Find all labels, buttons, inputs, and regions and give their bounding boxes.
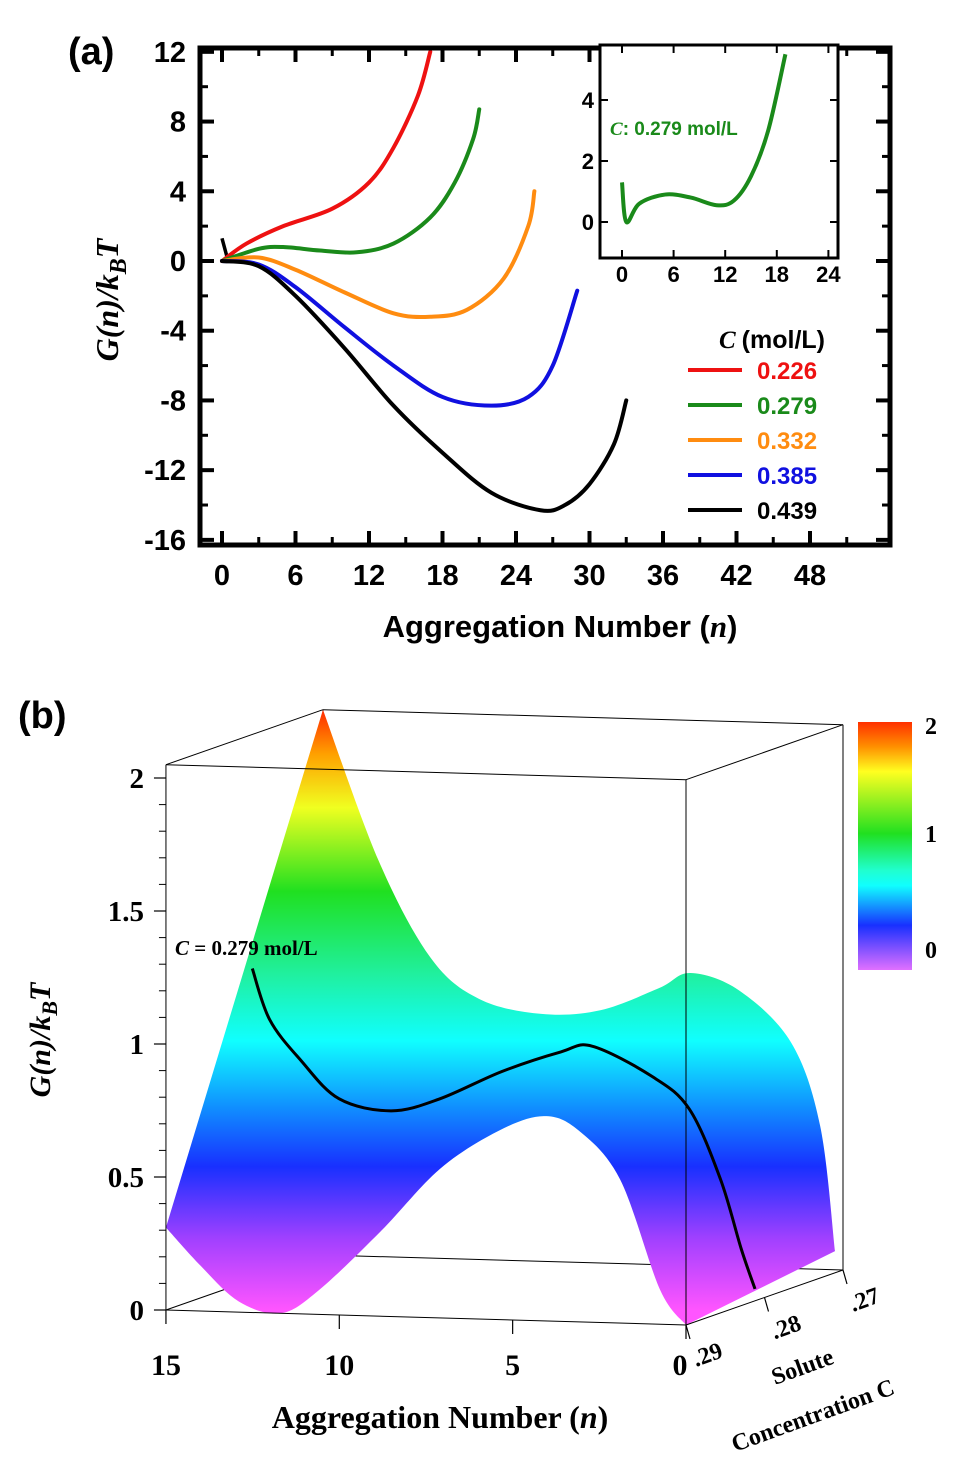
y-tick-label: 1 xyxy=(129,1029,144,1061)
legend-label-0.385: 0.385 xyxy=(757,463,817,490)
y-tick-label: -12 xyxy=(144,455,186,487)
x-tick-label: 10 xyxy=(324,1349,354,1382)
inset-x-tick-label: 0 xyxy=(616,262,628,287)
y-tick-label: -8 xyxy=(160,385,186,417)
y-tick-label: 12 xyxy=(154,37,186,69)
c-tick-label: .29 xyxy=(689,1338,726,1373)
y-tick-label: 8 xyxy=(170,107,186,139)
y-tick-label: -4 xyxy=(160,316,186,348)
y-tick-label: 0 xyxy=(170,246,186,278)
x-tick-label: 42 xyxy=(720,560,752,592)
box-edge xyxy=(165,709,324,766)
inset-x-tick-label: 12 xyxy=(713,262,737,287)
series-line-0.385 xyxy=(220,259,580,408)
panel-a-curves xyxy=(220,49,629,513)
c-tick xyxy=(763,1297,770,1312)
inset-x-tick-label: 6 xyxy=(667,262,679,287)
inset-ticks: 4 2 0 0 6 12 18 24 xyxy=(582,45,841,287)
panel-a-label: (a) xyxy=(68,31,114,73)
panel-a-inset: 4 2 0 0 6 12 18 24 C: 0.279 mol/L xyxy=(582,43,841,287)
legend-label-0.439: 0.439 xyxy=(757,498,817,525)
legend-title: C (mol/L) xyxy=(719,326,825,354)
colorbar-gradient xyxy=(858,722,912,970)
panel-a-y-axis-title: G(n)/kBT xyxy=(89,237,132,361)
panel-b-c-axis-title-line1: Solute xyxy=(768,1344,837,1390)
colorbar-label-max: 2 xyxy=(925,714,937,740)
c-tick xyxy=(842,1269,848,1285)
panel-a-x-axis-title: Aggregation Number (n) xyxy=(383,609,738,644)
y-tick-label: 0.5 xyxy=(108,1162,144,1194)
x-tick-label: 24 xyxy=(500,560,532,592)
inset-x-tick-label: 18 xyxy=(765,262,789,287)
y-tick-label: 1.5 xyxy=(108,896,144,928)
inset-y-tick-label: 4 xyxy=(582,88,595,113)
panel-b-surface xyxy=(165,709,836,1325)
legend-label-0.332: 0.332 xyxy=(757,428,817,455)
colorbar-label-min: 0 xyxy=(925,938,937,964)
inset-curves xyxy=(620,53,788,225)
x-tick-label: 0 xyxy=(673,1349,688,1382)
x-tick-label: 15 xyxy=(151,1349,181,1382)
panel-b-x-axis-title: Aggregation Number (n) xyxy=(272,1399,609,1435)
box-edge xyxy=(165,764,687,781)
panel-b-c-axis-title-line2: Concentration C xyxy=(728,1375,898,1458)
colorbar-label-mid: 1 xyxy=(925,822,937,848)
inset-series-line xyxy=(620,53,788,225)
x-tick-label: 48 xyxy=(794,560,826,592)
c-tick-label: .27 xyxy=(846,1283,883,1318)
panel-b-y-axis-title: G(n)/kBT xyxy=(24,981,62,1097)
colorbar: 2 1 0 xyxy=(858,714,937,970)
inset-frame xyxy=(598,43,840,260)
legend-label-0.279: 0.279 xyxy=(757,393,817,420)
legend: C (mol/L) 0.226 0.279 0.332 0.385 0.439 xyxy=(688,326,825,525)
panel-b-highlight-curve xyxy=(250,968,757,1290)
x-tick-label: 12 xyxy=(353,560,385,592)
series-line-0.226 xyxy=(220,49,433,263)
c-tick-label: .28 xyxy=(768,1310,805,1345)
inset-annotation: C: 0.279 mol/L xyxy=(610,119,738,140)
x-tick-label: 6 xyxy=(287,560,303,592)
inset-x-tick-label: 24 xyxy=(816,262,841,287)
panel-a-frame xyxy=(197,45,893,548)
box-edge xyxy=(685,724,844,781)
box-edge xyxy=(165,1309,687,1326)
box-edge xyxy=(322,709,844,726)
legend-label-0.226: 0.226 xyxy=(757,358,817,385)
series-line-0.332 xyxy=(220,189,537,320)
c-tick xyxy=(685,1324,691,1340)
panel-b-label: (b) xyxy=(18,695,67,737)
panel-b-curve-label: C = 0.279 mol/L xyxy=(175,936,318,960)
y-tick-label: 4 xyxy=(170,176,186,208)
x-tick-label: 0 xyxy=(214,560,230,592)
y-tick-label: 0 xyxy=(129,1295,144,1327)
inset-y-tick-label: 2 xyxy=(582,149,594,174)
x-tick-label: 18 xyxy=(426,560,458,592)
x-tick-label: 36 xyxy=(647,560,679,592)
inset-y-tick-label: 0 xyxy=(582,210,594,235)
y-tick-label: -16 xyxy=(144,525,186,557)
y-tick-label: 2 xyxy=(129,763,144,795)
series-line-0.279 xyxy=(220,107,482,263)
x-tick-label: 5 xyxy=(505,1349,520,1382)
x-tick-label: 30 xyxy=(573,560,605,592)
series-line-0.439 xyxy=(220,259,629,513)
